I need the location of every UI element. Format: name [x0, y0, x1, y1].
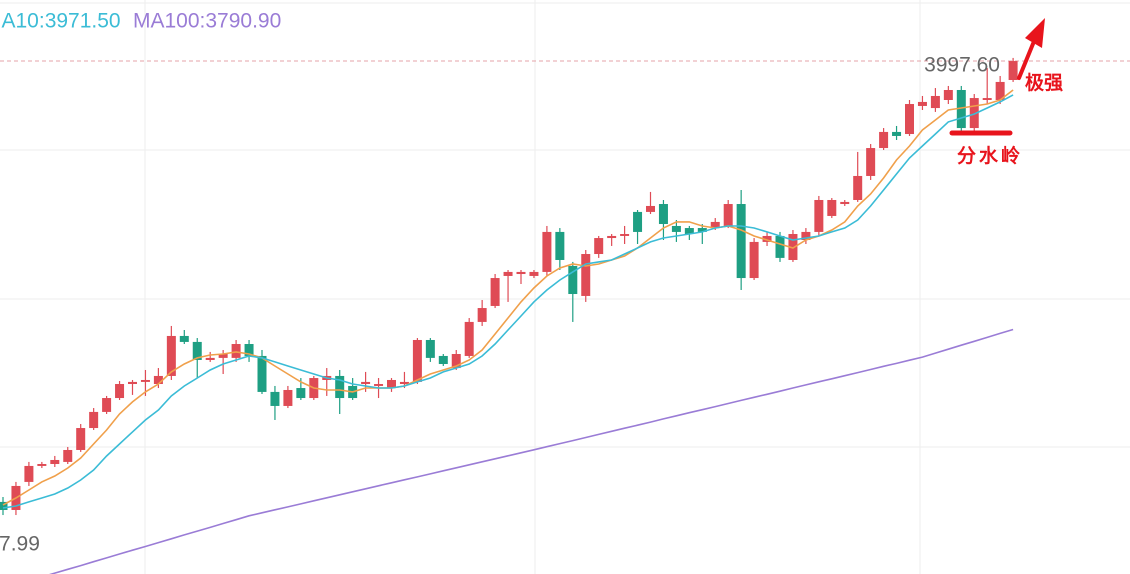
candle-body	[995, 81, 1005, 100]
candle-body	[762, 235, 772, 242]
candle-body	[853, 175, 863, 200]
ma-line	[2, 89, 1014, 506]
candle-body	[335, 375, 345, 399]
candle-body	[956, 89, 966, 129]
candle-body	[153, 375, 163, 385]
price-label: 3997.60	[924, 54, 1000, 77]
candle-body	[827, 199, 837, 216]
candle-body	[399, 381, 409, 385]
candle-body	[801, 231, 811, 240]
candle-body	[723, 204, 733, 226]
candle-body	[0, 501, 8, 510]
candle-body	[438, 355, 448, 365]
candle-body	[658, 204, 668, 225]
candle-body	[296, 388, 306, 399]
candle-body	[840, 201, 850, 205]
candle-body	[24, 465, 34, 482]
candle-body	[879, 131, 889, 149]
candle-body	[464, 321, 474, 356]
candle-body	[387, 379, 396, 389]
candle-body	[775, 235, 785, 258]
candle-body	[633, 211, 643, 232]
plot	[0, 57, 1130, 574]
candle-body	[542, 231, 552, 272]
candle-body	[63, 449, 73, 462]
candle-body	[218, 354, 228, 358]
candle-body	[76, 428, 86, 450]
candle-body	[166, 335, 176, 376]
candle-body	[982, 98, 992, 100]
candle-body	[425, 339, 435, 358]
candle-body	[930, 95, 940, 109]
candle-body	[516, 271, 526, 275]
candle-body	[140, 379, 150, 382]
candle-body	[231, 344, 241, 358]
candle-body	[749, 241, 759, 279]
candle-body	[503, 271, 513, 276]
candle-body	[89, 411, 99, 429]
candle-body	[607, 235, 617, 239]
candle-body	[115, 384, 125, 399]
candle-body	[917, 101, 927, 106]
candle-body	[374, 384, 384, 386]
candle-body	[620, 234, 630, 236]
candle-body	[671, 225, 681, 232]
candle-body	[179, 335, 189, 342]
candle-body	[594, 238, 604, 255]
candle-body	[646, 205, 655, 212]
candle-body	[1008, 61, 1018, 80]
candle-body	[361, 381, 371, 385]
candle-body	[684, 228, 694, 235]
candle-body	[568, 265, 578, 295]
ma-line	[49, 328, 1014, 574]
candle-body	[283, 389, 293, 406]
candle-body	[128, 381, 137, 385]
candle-body	[102, 398, 112, 412]
candle-body	[905, 104, 914, 135]
arrow-head	[1025, 18, 1045, 48]
low-price-label: 3627.99	[0, 533, 40, 556]
annotation: 分水岭	[957, 144, 1023, 167]
annotation: 极强	[1025, 71, 1063, 94]
candle-body	[270, 391, 280, 406]
candle-body	[814, 199, 824, 232]
candle-body	[257, 355, 267, 392]
candle-body	[697, 228, 707, 232]
candle-body	[969, 98, 979, 129]
candle-body	[37, 464, 47, 466]
candle-body	[451, 354, 461, 369]
candle-body	[490, 278, 500, 306]
candle-body	[788, 234, 798, 260]
candle-body	[50, 459, 60, 465]
candle-body	[581, 254, 591, 296]
candle-body	[736, 204, 746, 279]
candle-body	[205, 357, 215, 360]
candle-body	[866, 148, 876, 176]
candle-body	[529, 271, 539, 276]
annotation-marks	[949, 18, 1045, 136]
candle-body	[244, 344, 254, 356]
candle-body	[943, 89, 953, 100]
candle-body	[477, 308, 487, 322]
candle-body	[710, 221, 720, 229]
ma-line	[2, 94, 1014, 509]
candle-body	[192, 341, 202, 360]
candle-body	[412, 339, 422, 382]
legend-entry: MA100:3790.90	[133, 10, 281, 33]
candle-body	[892, 131, 902, 136]
legend-entry: MA10:3971.50	[0, 10, 121, 33]
candle-body	[555, 231, 565, 260]
